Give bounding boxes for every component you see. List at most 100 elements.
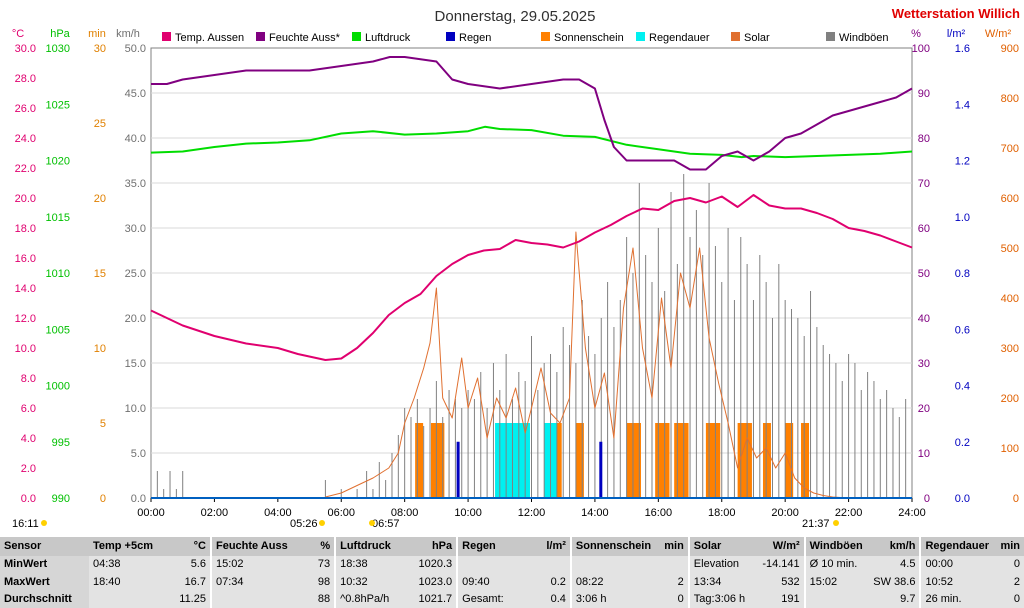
axis-tick-label: 2.0 [21,463,36,475]
pressure-line [150,125,913,159]
x-axis-tick-label: 14:00 [581,507,609,519]
sunrise2-time: 06:57 [372,518,400,530]
axis-tick-label: 5.0 [131,448,146,460]
sunshine-bar [785,423,794,498]
axis-tick-label: 10.0 [15,343,36,355]
x-axis-tick-label: 06:00 [327,507,355,519]
axis-tick-label: 30.0 [15,43,36,55]
axis-tick-label: 400 [1001,293,1019,305]
axis-tick-label: 60 [918,223,930,235]
rain-duration-bar [509,423,518,498]
sunshine-bar [801,423,810,498]
cell-value: 88 [281,590,336,608]
legend-label: Luftdruck [365,32,411,44]
table-header-rain-duration: Regendauer [919,537,989,557]
x-axis-tick-label: 02:00 [201,507,229,519]
solar-line [325,231,849,499]
x-axis-tick-label: 04:00 [264,507,292,519]
x-axis-tick-label: 12:00 [518,507,546,519]
table-row-max: MaxWert 18:40 16.7 07:34 98 10:32 1023.0 09… [0,573,1024,591]
cell-value: 73 [281,556,336,574]
cell-time: Gesamt: [456,590,516,608]
sunshine-bar [712,423,721,498]
cell-time: Elevation [687,556,747,574]
cell-value [515,556,571,574]
axis-tick-label: 20 [94,193,106,205]
axis-tick-label: 0.8 [955,268,970,280]
table-header-gusts-unit: km/h [864,537,921,557]
x-axis-tick-label: 22:00 [835,507,863,519]
sunshine-bar [680,423,689,498]
table-header-temp-unit: °C [148,537,211,557]
axis-tick-label: 600 [1001,193,1019,205]
x-axis-tick-label: 10:00 [454,507,482,519]
table-header-temp: Temp +5cm [88,537,153,557]
sunrise2-icon [369,520,375,526]
axis-tick-label: 26.0 [15,103,36,115]
axis-tick-label: 15.0 [125,358,146,370]
axis-tick-label: 1010 [46,268,70,280]
x-axis-tick-label: 20:00 [771,507,799,519]
axis-tick-label: 80 [918,133,930,145]
table-header-humidity: Feuchte Auss [209,537,288,557]
axis-tick-label: 30 [94,43,106,55]
table-header-humidity-unit: % [281,537,336,557]
axis-tick-label: 25 [94,118,106,130]
axis-tick-label: 0.2 [955,437,970,449]
legend-swatch [256,32,265,41]
sunshine-bar [737,423,746,498]
axis-tick-label: 1020 [46,156,70,168]
sunshine-bar [632,423,641,498]
axis-tick-label: 70 [918,178,930,190]
x-axis-tick-label: 24:00 [898,507,926,519]
axis-tick-label: 12.0 [15,313,36,325]
cell-value: 2 [637,573,689,591]
cell-time [456,556,516,574]
table-header-solar-unit: W/m² [746,537,805,557]
cell-time [88,590,149,608]
rain-duration-bar [548,423,557,498]
axis-tick-label: 45.0 [125,88,146,100]
axis-tick-label: 0 [1013,493,1019,505]
axis-tick-label: 40 [918,313,930,325]
axis-tick-label: 995 [52,437,70,449]
cell-time: 08:22 [569,573,638,591]
table-header-rain-duration-unit: min [984,537,1024,557]
axis-tick-label: 1.4 [955,99,970,111]
cell-time: 10:52 [919,573,985,591]
cell-time: 15:02 [803,573,865,591]
axis-tick-label: 200 [1001,393,1019,405]
cell-value: 2 [984,573,1024,591]
axis-tick-label: 90 [918,88,930,100]
legend-swatch [731,32,740,41]
sunshine-bar [430,423,439,498]
axis-tick-label: 50 [918,268,930,280]
axis-unit-label: km/h [116,28,140,40]
cell-time: 00:00 [919,556,985,574]
axis-tick-label: 1000 [46,381,70,393]
legend-label: Regendauer [649,32,710,44]
table-header-row: Sensor Temp +5cm °C Feuchte Auss % Luftd… [0,537,1024,557]
cell-time [803,590,865,608]
cell-value: 4.5 [864,556,921,574]
cell-value: 1021.7 [393,590,458,608]
axis-tick-label: 1005 [46,324,70,336]
axis-tick-label: 15 [94,268,106,280]
axis-tick-label: 22.0 [15,163,36,175]
legend-swatch [446,32,455,41]
cell-time: 04:38 [88,556,149,574]
cell-value: 11.25 [148,590,211,608]
x-axis-tick-label: 16:00 [645,507,673,519]
axis-tick-label: 1015 [46,212,70,224]
table-header-pressure: Luftdruck [334,537,394,557]
sunshine-bar [655,423,664,498]
cell-time: 3:06 h [569,590,638,608]
cell-time: Tag:3:06 h [687,590,747,608]
axis-tick-label: 14.0 [15,283,36,295]
legend-label: Temp. Aussen [175,32,244,44]
sunset-icon [833,520,839,526]
sunshine-bar [674,423,683,498]
cell-value: 16.7 [148,573,211,591]
cell-time: 10:32 [334,573,394,591]
cell-time: 26 min. [919,590,985,608]
